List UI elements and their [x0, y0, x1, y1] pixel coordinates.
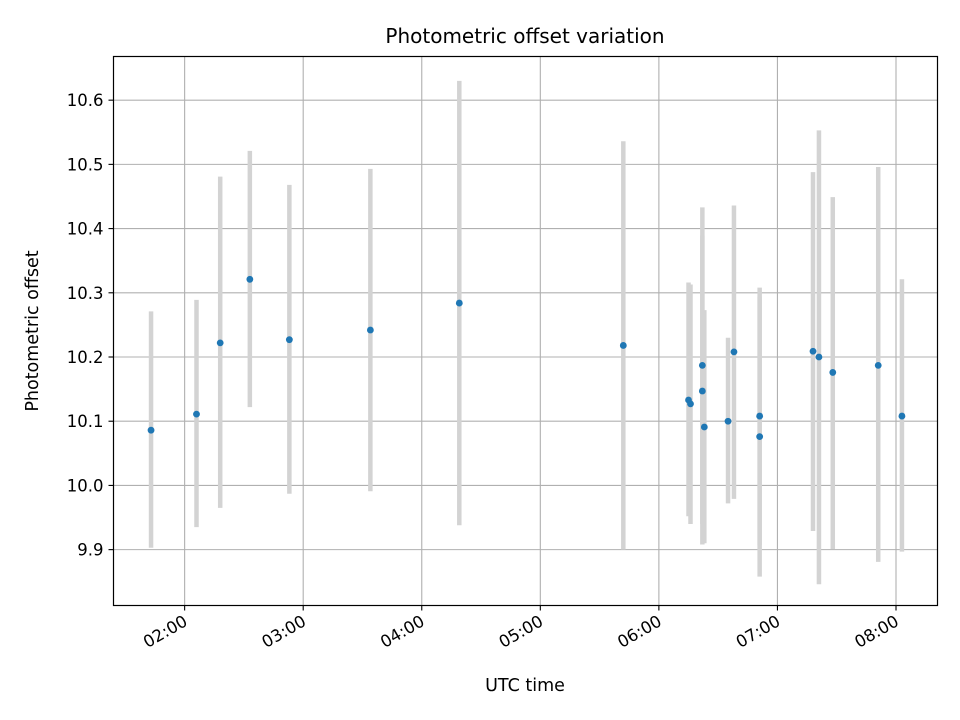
data-point	[455, 299, 463, 307]
data-point	[698, 361, 706, 369]
y-tick-label: 9.9	[77, 541, 103, 560]
y-tick-label: 10.6	[67, 91, 104, 110]
data-point	[700, 423, 708, 431]
y-tick-label: 10.0	[67, 476, 104, 495]
data-point	[730, 348, 738, 356]
data-point	[898, 412, 906, 420]
data-points	[147, 275, 906, 441]
y-tick-label: 10.3	[67, 284, 104, 303]
data-point	[815, 353, 823, 361]
data-point	[285, 336, 293, 344]
data-point	[619, 342, 627, 349]
data-point	[809, 347, 817, 355]
data-point	[724, 417, 732, 425]
y-tick-label: 10.1	[67, 412, 104, 431]
data-point	[874, 361, 882, 369]
x-axis-label: UTC time	[485, 676, 565, 696]
data-point	[193, 410, 200, 418]
plot-frame	[112, 55, 939, 607]
y-tick-label: 10.2	[67, 348, 104, 367]
data-point	[147, 426, 155, 434]
y-tick-label: 10.4	[67, 220, 104, 239]
data-point	[756, 412, 764, 420]
y-tick-label: 10.5	[67, 155, 104, 174]
data-point	[366, 326, 374, 334]
y-axis-ticks: 9.9 10.0 10.1 10.2 10.3 10.4 10.5 10.6	[67, 91, 114, 560]
chart-title: Photometric offset variation	[385, 24, 664, 48]
data-point	[756, 433, 764, 441]
y-axis-label: Photometric offset	[23, 250, 43, 411]
data-point	[698, 387, 706, 395]
data-point	[246, 275, 254, 283]
data-point	[687, 400, 694, 408]
data-point	[829, 369, 837, 376]
data-point	[216, 339, 224, 347]
